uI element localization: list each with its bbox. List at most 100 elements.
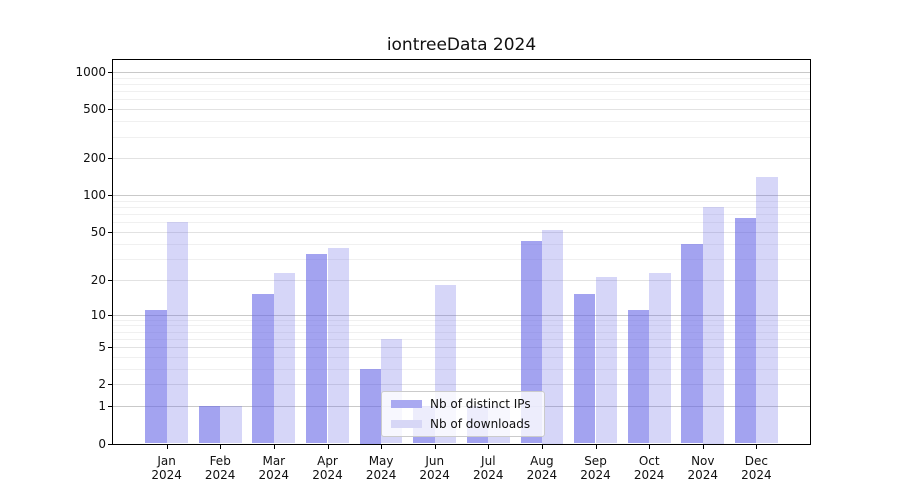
gridline-800 [113,84,810,85]
x-tick-label-feb: Feb 2024 [204,453,236,482]
x-tick-mark-sep [595,444,597,449]
y-tick-label-1: 1 [98,399,106,414]
legend-swatch-distinct-ips-icon [391,400,422,408]
bar-downloads-dec [756,177,778,444]
gridline-600 [113,99,810,101]
gridline-4 [113,357,810,358]
y-tick-mark-0 [108,443,112,445]
y-tick-label-500: 500 [83,102,106,117]
y-tick-label-50: 50 [90,225,106,240]
x-tick-mark-jan [166,444,168,449]
gridline-500 [113,109,810,111]
y-tick-mark-2 [108,384,112,386]
gridline-8 [113,325,810,327]
legend-item-downloads: Nb of downloads [391,414,544,434]
bar-ips-oct [627,309,650,444]
y-tick-label-0: 0 [98,436,106,451]
y-tick-label-10: 10 [90,307,106,322]
gridline-2 [113,384,810,386]
x-tick-label-dec: Dec 2024 [741,453,772,482]
bar-downloads-jan [166,221,188,444]
x-tick-mark-jun [434,444,436,449]
x-tick-label-jan: Jan 2024 [151,453,182,482]
y-tick-mark-10 [108,314,112,316]
gridline-400 [113,121,810,123]
gridline-100 [113,195,810,197]
x-tick-mark-may [381,444,383,449]
x-tick-label-oct: Oct 2024 [633,453,665,482]
gridline-9 [113,319,810,321]
x-tick-label-apr: Apr 2024 [312,453,343,482]
legend-swatch-downloads-icon [391,420,422,428]
gridline-90 [113,200,810,202]
x-tick-mark-oct [649,444,651,449]
y-tick-label-20: 20 [90,272,106,287]
y-tick-label-100: 100 [83,188,106,203]
bar-downloads-nov [702,206,725,444]
gridline-7 [113,331,810,333]
x-tick-label-jul: Jul 2024 [473,453,504,482]
gridline-80 [113,207,810,209]
y-tick-mark-1 [108,406,112,408]
gridline-300 [113,136,810,138]
legend: Nb of distinct IPs Nb of downloads [381,391,545,437]
gridline-70 [113,214,810,216]
gridline-1000 [113,72,810,73]
y-tick-mark-20 [108,279,112,281]
bar-ips-dec [735,218,757,444]
bar-ips-feb [198,406,221,444]
bar-downloads-aug [541,230,564,444]
bar-ips-apr [306,253,328,444]
gridline-5 [113,347,810,349]
gridline-30 [113,258,810,260]
bar-ips-nov [681,243,703,444]
bar-downloads-sep [595,277,617,444]
gridline-40 [113,243,810,245]
bar-downloads-oct [649,272,671,444]
y-tick-mark-50 [108,232,112,234]
y-tick-label-5: 5 [98,340,106,355]
x-tick-mark-jul [488,444,490,449]
bar-downloads-apr [327,247,349,444]
x-tick-label-may: May 2024 [365,453,397,482]
gridline-50 [113,232,810,234]
y-tick-mark-1000 [108,72,112,73]
gridline-60 [113,222,810,224]
x-tick-mark-aug [541,444,543,449]
x-tick-label-mar: Mar 2024 [258,453,290,482]
bar-downloads-feb [220,406,242,444]
y-tick-label-200: 200 [83,151,106,166]
x-tick-mark-feb [220,444,222,449]
x-tick-label-sep: Sep 2024 [580,453,611,482]
legend-item-distinct-ips: Nb of distinct IPs [391,394,544,414]
y-tick-mark-100 [108,195,112,197]
x-tick-label-aug: Aug 2024 [526,453,558,482]
x-tick-mark-mar [273,444,275,449]
gridline-900 [113,77,810,79]
legend-label-downloads: Nb of downloads [430,417,531,431]
chart-title: iontreeData 2024 [386,35,537,55]
bar-ips-may [359,369,382,444]
gridline-20 [113,279,810,281]
y-tick-mark-5 [108,347,112,349]
y-tick-label-2: 2 [98,377,106,392]
gridline-6 [113,338,810,340]
x-tick-label-nov: Nov 2024 [687,453,719,482]
y-tick-label-1000: 1000 [75,65,106,79]
x-tick-mark-nov [702,444,704,449]
gridline-700 [113,91,810,93]
gridline-10 [113,314,810,316]
bar-downloads-mar [273,272,296,444]
y-tick-mark-500 [108,109,112,111]
legend-label-distinct-ips: Nb of distinct IPs [430,397,531,411]
x-tick-mark-dec [756,444,758,449]
gridline-3 [113,369,810,370]
x-tick-mark-apr [327,444,329,449]
x-tick-label-jun: Jun 2024 [419,453,450,482]
y-tick-mark-200 [108,158,112,160]
bar-ips-jan [145,309,167,444]
bar-ips-sep [574,294,596,444]
gridline-200 [113,158,810,160]
bar-ips-mar [252,294,274,444]
